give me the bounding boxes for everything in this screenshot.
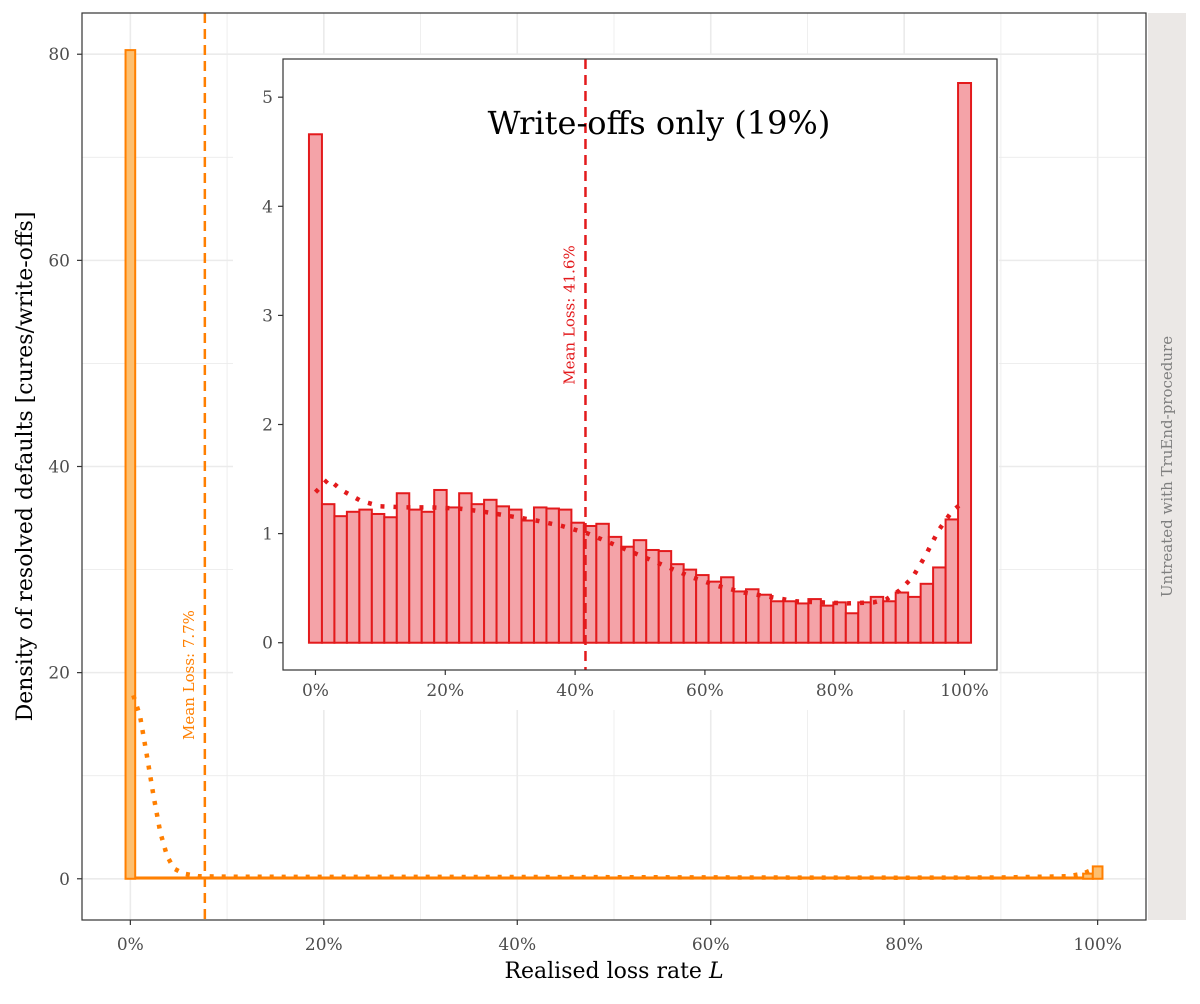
y-tick-label: 60 (48, 251, 70, 271)
inset-histogram-bar (732, 590, 748, 644)
inset-histogram-bar (620, 545, 635, 644)
inset-histogram-bar (907, 595, 922, 644)
inset-panel-border (282, 58, 998, 671)
inset-mean-loss-label: Mean Loss: 41.6% (560, 245, 578, 384)
inset-histogram-bar (307, 133, 323, 644)
inset-histogram-bar (707, 580, 723, 644)
x-tick-label: 60% (692, 935, 730, 955)
inset-histogram-bar (358, 508, 373, 644)
inset-histogram-bar (458, 492, 473, 644)
x-tick-label: 20% (305, 935, 343, 955)
inset-histogram-bar (495, 505, 511, 644)
inset-x-tick-label: 80% (816, 681, 854, 701)
inset-x-tick-label: 0% (302, 681, 329, 701)
inset-histogram-bar (745, 588, 760, 644)
x-tick-label: 100% (1073, 935, 1122, 955)
inset-histogram-bar (957, 82, 973, 644)
inset-histogram-bar (857, 601, 872, 644)
inset-histogram-bar (932, 566, 947, 644)
inset-histogram-bar (483, 498, 498, 644)
inset-histogram-bar (570, 521, 585, 644)
x-tick-label: 40% (498, 935, 536, 955)
inset-y-tick-label: 5 (262, 88, 273, 108)
inset-histogram-bar (670, 563, 685, 644)
inset-histogram-bar (383, 516, 398, 644)
inset-histogram-bar (882, 600, 897, 644)
inset-histogram-bar (320, 503, 336, 644)
inset-histogram-bar (919, 582, 935, 644)
inset-title: Write-offs only (19%) (488, 104, 831, 142)
x-tick-label: 0% (117, 935, 144, 955)
x-tick-label: 80% (885, 935, 923, 955)
inset-histogram-bar (807, 598, 822, 644)
inset-histogram-bar (757, 593, 772, 644)
mean-loss-label: Mean Loss: 7.7% (180, 610, 198, 740)
inset-histogram-bar (345, 510, 361, 644)
histogram-bar (124, 49, 137, 880)
inset-x-tick-label: 100% (940, 681, 989, 701)
inset-x-tick-label: 40% (556, 681, 594, 701)
y-tick-label: 40 (48, 458, 70, 478)
inset-histogram-bar (607, 535, 623, 644)
y-tick-label: 0 (59, 870, 70, 890)
facet-strip-label: Untreated with TruEnd-procedure (1158, 336, 1176, 597)
inset-y-tick-label: 2 (262, 416, 273, 436)
y-axis-title: Density of resolved defaults [cures/writ… (13, 212, 38, 722)
inset-histogram-bar (944, 518, 960, 644)
inset-histogram-bar (520, 519, 535, 644)
density-curve (131, 694, 1094, 880)
inset-histogram-bar (470, 503, 486, 644)
inset-histogram-bar (794, 602, 810, 644)
inset-y-tick-label: 4 (262, 197, 273, 217)
inset-histogram-bar (782, 600, 797, 644)
inset-histogram-bar (894, 591, 910, 644)
inset-histogram-bar (645, 548, 660, 644)
facet-strip (1148, 13, 1186, 920)
inset-x-tick-label: 60% (686, 681, 724, 701)
inset-histogram-bar (557, 508, 573, 644)
inset-histogram-bar (695, 574, 710, 644)
inset-histogram-bar (420, 510, 436, 644)
inset-histogram-bar (545, 507, 560, 644)
inset-y-tick-label: 0 (262, 634, 273, 654)
inset-marks: Mean Loss: 41.6% (307, 59, 973, 670)
inset-x-tick-label: 20% (426, 681, 464, 701)
inset-histogram-bar (682, 568, 698, 644)
inset-y-tick-label: 1 (262, 525, 273, 545)
x-axis-title-symbol: L (708, 959, 724, 984)
x-axis-title-text: Realised loss rate (504, 959, 709, 984)
inset-histogram-bar (395, 492, 411, 644)
inset-histogram-bar (508, 508, 523, 644)
histogram-bar (1091, 865, 1104, 880)
inset-histogram-bar (433, 488, 448, 644)
inset-histogram-bar (832, 601, 847, 644)
inset-histogram-bar (844, 612, 860, 644)
inset-histogram-bar (720, 576, 735, 644)
inset-histogram-bar (333, 515, 348, 644)
histogram-bar (1082, 872, 1094, 880)
y-tick-label: 80 (48, 45, 70, 65)
inset-histogram-bar (532, 506, 548, 644)
inset-histogram-bar (769, 600, 785, 644)
inset-y-tick-label: 3 (262, 306, 273, 326)
inset-axes: 0% 20% 40% 60% 80% 100% 0 1 2 3 4 5 (262, 88, 989, 701)
inset-histogram-bar (370, 512, 386, 644)
inset-histogram-bar (445, 506, 461, 644)
inset-density-curve (313, 476, 966, 606)
inset-histogram-bar (819, 604, 835, 644)
main-marks: Mean Loss: 7.7% (124, 13, 1104, 920)
inset-histogram-bar (408, 508, 423, 644)
inset-histogram-bar (595, 522, 610, 644)
y-tick-label: 20 (48, 664, 70, 684)
x-axis-title: Realised loss rate L (504, 959, 723, 984)
